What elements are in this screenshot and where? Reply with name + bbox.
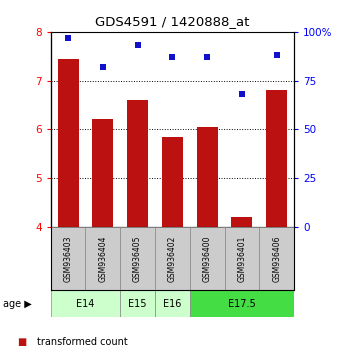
Bar bbox=[190, 290, 294, 317]
Text: E17.5: E17.5 bbox=[228, 298, 256, 309]
Bar bbox=[127, 100, 148, 227]
Text: E15: E15 bbox=[128, 298, 147, 309]
Title: GDS4591 / 1420888_at: GDS4591 / 1420888_at bbox=[95, 15, 249, 28]
Text: GSM936404: GSM936404 bbox=[98, 235, 107, 282]
Bar bbox=[58, 59, 78, 227]
Text: transformed count: transformed count bbox=[37, 337, 128, 347]
Bar bbox=[120, 290, 155, 317]
Bar bbox=[259, 227, 294, 290]
Text: ■: ■ bbox=[17, 337, 26, 347]
Point bbox=[204, 55, 210, 60]
Bar bbox=[92, 120, 113, 227]
Text: GSM936403: GSM936403 bbox=[64, 235, 73, 282]
Bar bbox=[197, 127, 218, 227]
Bar bbox=[51, 290, 120, 317]
Bar bbox=[232, 217, 252, 227]
Point bbox=[65, 35, 71, 41]
Bar bbox=[162, 137, 183, 227]
Bar bbox=[155, 227, 190, 290]
Text: GSM936406: GSM936406 bbox=[272, 235, 281, 282]
Point bbox=[170, 55, 175, 60]
Text: age ▶: age ▶ bbox=[3, 298, 32, 309]
Point bbox=[239, 91, 245, 97]
Text: GSM936405: GSM936405 bbox=[133, 235, 142, 282]
Point bbox=[100, 64, 105, 70]
Bar bbox=[224, 227, 259, 290]
Bar bbox=[86, 227, 120, 290]
Bar bbox=[120, 227, 155, 290]
Point bbox=[274, 52, 280, 58]
Bar bbox=[266, 90, 287, 227]
Bar bbox=[51, 227, 86, 290]
Text: GSM936402: GSM936402 bbox=[168, 235, 177, 282]
Text: GSM936401: GSM936401 bbox=[237, 235, 246, 282]
Text: E14: E14 bbox=[76, 298, 95, 309]
Point bbox=[135, 43, 140, 48]
Text: E16: E16 bbox=[163, 298, 182, 309]
Bar bbox=[155, 290, 190, 317]
Text: GSM936400: GSM936400 bbox=[203, 235, 212, 282]
Bar bbox=[190, 227, 224, 290]
